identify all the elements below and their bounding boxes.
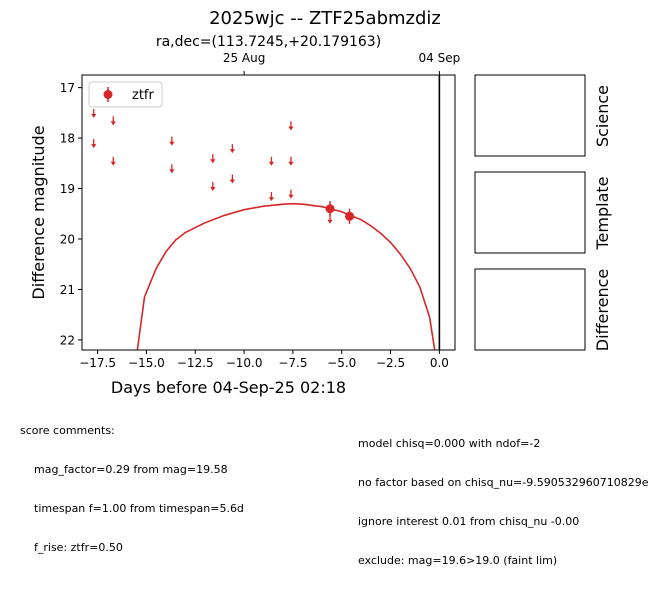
upper-limit-point [91,108,97,118]
upper-limit-point [268,192,275,202]
legend-label: ztfr [132,88,154,103]
score-comments-title: score comments: [20,424,115,437]
score-comments: score comments: mag_factor=0.29 from mag… [20,398,244,580]
upper-limit-point [229,144,235,154]
y-tick-label: 17 [60,81,75,95]
y-tick-label: 21 [60,283,75,297]
detection-point [325,204,335,214]
figure-subtitle: ra,dec=(113.7245,+20.179163) [155,34,382,50]
difference-panel [474,268,586,351]
y-tick-label: 18 [60,132,75,146]
upper-limit-point [110,116,116,126]
upper-limit-arrowhead [91,113,97,118]
top-axis-tick-label: 04 Sep [419,51,461,65]
legend-marker [103,90,113,99]
difference-label: Difference [593,269,612,351]
upper-limit-arrowhead [268,197,275,202]
upper-limit-arrowhead [327,219,333,224]
upper-limit-point [110,156,116,166]
x-tick-label: −15.0 [128,356,165,370]
plot-frame [81,74,456,351]
upper-limit-point [288,189,294,199]
model-comment-line: exclude: mag=19.6>19.0 (faint lim) [358,554,558,567]
upper-limit-point [169,164,175,174]
upper-limit-point [268,156,275,166]
x-tick-label: −5.0 [327,356,356,370]
template-panel [474,171,586,254]
upper-limit-arrowhead [288,194,294,199]
score-comment-line: timespan f=1.00 from timespan=5.6d [34,502,244,515]
x-tick-label: −2.5 [376,356,405,370]
upper-limit-point [91,139,97,149]
y-tick-label: 20 [60,232,75,246]
x-tick-label: −17.5 [79,356,116,370]
lightcurve-chart: −17.5 −15.0 −12.5 −10.0 −7.5 −5.0 −2.5 0.0 17 18 1… [29,51,461,397]
upper-limit-arrowhead [229,149,235,154]
upper-limit-arrowhead [169,169,175,174]
upper-limit-arrowhead [110,161,116,166]
figure-title: 2025wjc -- ZTF25abmzdiz [209,8,441,29]
upper-limit-arrowhead [288,126,294,131]
upper-limit-arrowhead [288,161,294,166]
score-comment-line: mag_factor=0.29 from mag=19.58 [34,463,228,476]
y-tick-label: 22 [60,333,75,347]
top-axis-tick-label: 25 Aug [223,51,266,65]
model-comment-line: no factor based on chisq_nu=-9.590532960… [358,476,649,489]
legend: ztfr [88,81,163,108]
science-label: Science [593,85,612,147]
template-label: Template [593,176,612,250]
upper-limit-arrowhead [268,161,275,166]
upper-limit-point [210,154,216,164]
score-comment-line: f_rise: ztfr=0.50 [34,541,123,554]
upper-limit-point [288,121,294,131]
upper-limit-arrowhead [110,121,116,126]
model-comments: model chisq=0.000 with ndof=-2 no factor… [358,411,650,593]
upper-limit-arrowhead [210,159,216,164]
upper-limit-arrowhead [169,141,175,146]
upper-limit-point [210,182,216,192]
model-comment-line: model chisq=0.000 with ndof=-2 [358,437,541,450]
x-tick-label: −12.5 [177,356,214,370]
model-curve [136,202,436,350]
upper-limit-point [288,156,294,166]
x-tick-label: −7.5 [278,356,307,370]
upper-limit-point [169,136,175,146]
upper-limit-arrowhead [229,179,235,184]
cutout-panels: Science Template Difference [474,74,612,351]
detection-point [345,211,355,221]
figure: 2025wjc -- ZTF25abmzdiz ra,dec=(113.7245… [20,8,648,567]
upper-limit-arrowhead [210,187,216,192]
y-tick-label: 19 [60,182,75,196]
y-axis-label: Difference magnitude [29,125,48,299]
science-panel [474,74,586,157]
upper-limit-point [229,174,235,184]
model-comment-line: ignore interest 0.01 from chisq_nu -0.00 [358,515,580,528]
x-tick-label: −10.0 [226,356,263,370]
upper-limit-arrowhead [91,144,97,149]
x-tick-label: 0.0 [430,356,449,370]
plot-area [91,75,441,350]
x-axis-label: Days before 04-Sep-25 02:18 [111,378,346,397]
